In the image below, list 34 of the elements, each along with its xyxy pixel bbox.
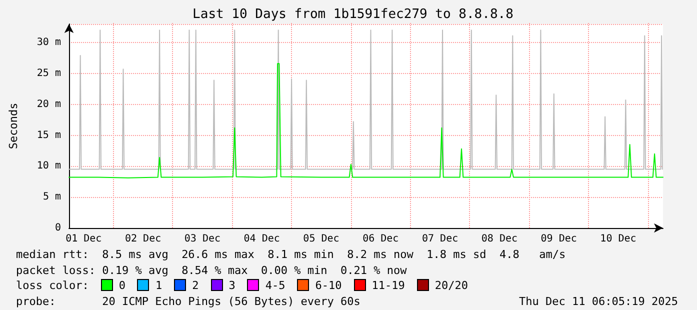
- x-tick-label: 06 Dec: [362, 234, 399, 244]
- x-tick-label: 02 Dec: [124, 234, 162, 244]
- text: 0: [118, 279, 126, 292]
- text: median rtt: 8.5 ms avg 26.6 ms max 8.1 ms min 8.2 ms now 1.8 ms sd 4.8 am/s: [16, 248, 566, 261]
- y-tick-label: 10 m: [36, 160, 61, 172]
- text: 11-19: [372, 279, 405, 292]
- x-tick-label: 03 Dec: [184, 234, 221, 244]
- line-series: [68, 30, 663, 170]
- line-series: [68, 63, 664, 178]
- x-tick-label: 05 Dec: [303, 234, 340, 244]
- y-axis-title: Seconds: [7, 102, 20, 150]
- text: 1: [155, 279, 162, 292]
- text: 4-5: [265, 279, 286, 292]
- text: 3: [228, 279, 236, 292]
- text: 20/20: [434, 279, 468, 292]
- y-tick-label: 25 m: [36, 68, 61, 79]
- x-tick-label: 10 Dec: [600, 234, 636, 244]
- chart-title: Last 10 Days from 1b1591fec279 to 8.8.8.8: [192, 7, 514, 22]
- y-tick-label: 30 m: [36, 37, 61, 48]
- text: Thu Dec 11 06:05:19 2025: [519, 294, 678, 309]
- y-tick-label: 20 m: [36, 98, 61, 110]
- x-tick-label: 07 Dec: [422, 234, 458, 244]
- x-tick-label: 01 Dec: [66, 234, 102, 244]
- y-tick-label: 0: [54, 222, 61, 234]
- text: 6-10: [315, 279, 342, 292]
- y-tick-label: 15 m: [36, 130, 61, 141]
- text: probe: 20 ICMP Echo Pings (56 Bytes) every 60s: [16, 294, 360, 308]
- text: packet loss: 0.19 % avg 8.54 % max 0.00 % min 0.21 % now: [16, 264, 407, 276]
- x-tick-label: 08 Dec: [481, 234, 518, 244]
- text: loss color:: [16, 279, 89, 292]
- x-tick-label: 09 Dec: [540, 234, 577, 244]
- text: 2: [192, 279, 199, 292]
- x-tick-label: 04 Dec: [244, 234, 280, 244]
- y-tick-label: 5 m: [42, 192, 61, 203]
